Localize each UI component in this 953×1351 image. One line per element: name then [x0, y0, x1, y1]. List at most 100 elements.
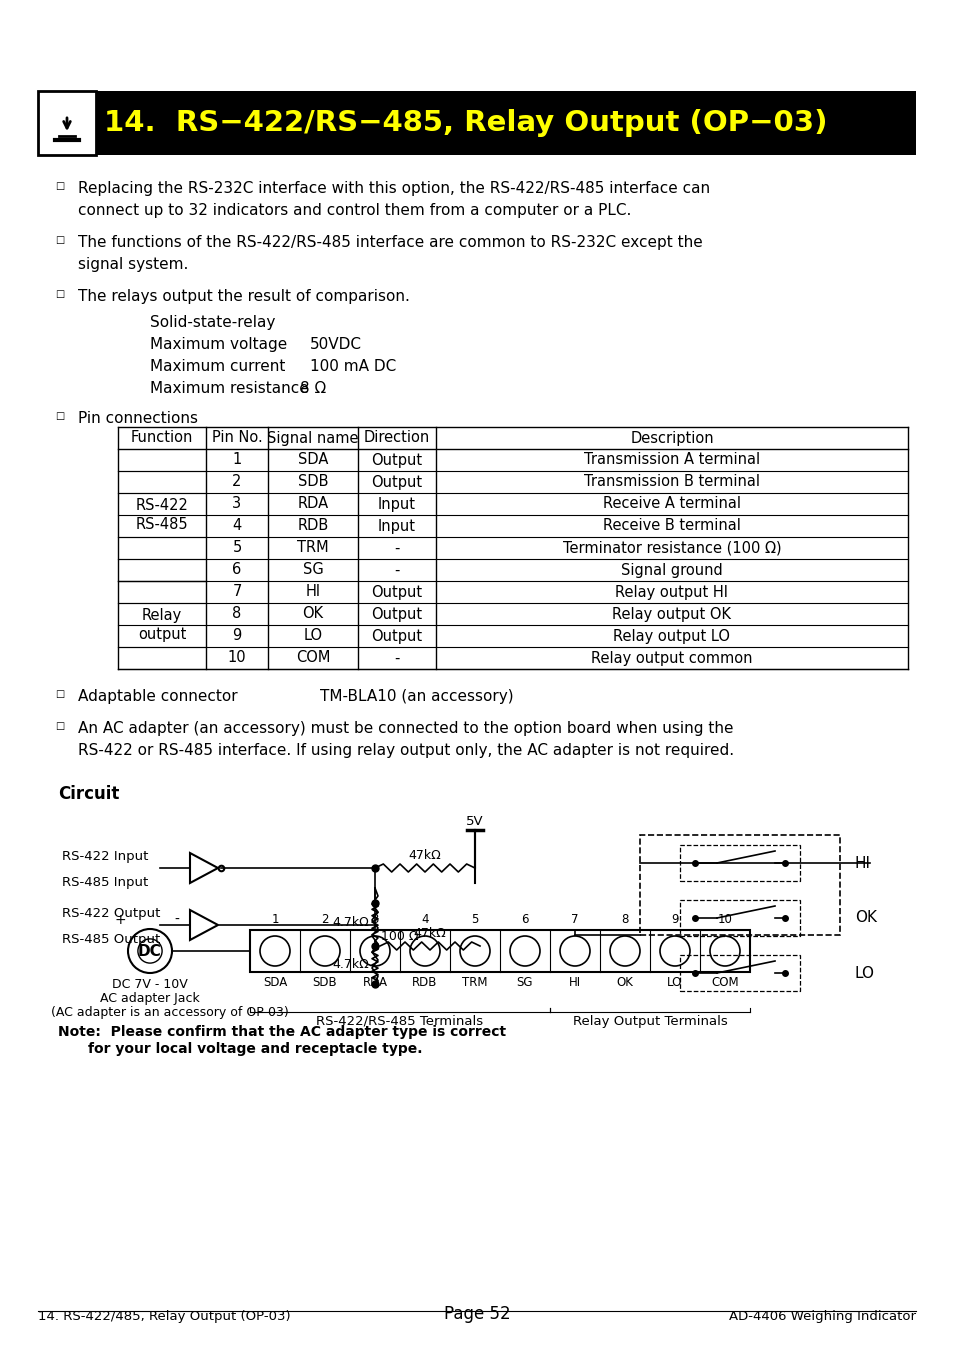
- Text: An AC adapter (an accessory) must be connected to the option board when using th: An AC adapter (an accessory) must be con…: [78, 721, 733, 736]
- Text: Relay output common: Relay output common: [591, 650, 752, 666]
- Text: 10: 10: [717, 913, 732, 925]
- Text: Description: Description: [630, 431, 713, 446]
- Text: OK: OK: [616, 975, 633, 989]
- Text: 50VDC: 50VDC: [310, 336, 361, 353]
- Text: □: □: [55, 235, 64, 245]
- Text: Signal ground: Signal ground: [620, 562, 722, 577]
- Text: SDA: SDA: [263, 975, 287, 989]
- Text: 3: 3: [371, 913, 378, 925]
- Text: 8: 8: [233, 607, 241, 621]
- Text: HI: HI: [305, 585, 320, 600]
- Text: Maximum resistance: Maximum resistance: [150, 381, 309, 396]
- Text: OK: OK: [302, 607, 323, 621]
- Text: Solid-state-relay: Solid-state-relay: [150, 315, 275, 330]
- Text: 4: 4: [421, 913, 428, 925]
- Text: 100 mA DC: 100 mA DC: [310, 359, 395, 374]
- Text: HI: HI: [568, 975, 580, 989]
- Text: □: □: [55, 181, 64, 190]
- Text: (AC adapter is an accessory of OP-03): (AC adapter is an accessory of OP-03): [51, 1006, 289, 1019]
- Text: COM: COM: [710, 975, 738, 989]
- Bar: [679, 844, 800, 881]
- Text: LO: LO: [666, 975, 682, 989]
- Text: Direction: Direction: [363, 431, 430, 446]
- Bar: [679, 900, 800, 936]
- Text: 4: 4: [233, 519, 241, 534]
- Text: RS-422/RS-485 Terminals: RS-422/RS-485 Terminals: [316, 1015, 483, 1028]
- Text: TRM: TRM: [297, 540, 329, 555]
- Text: 6: 6: [233, 562, 241, 577]
- Text: 8 Ω: 8 Ω: [299, 381, 326, 396]
- Text: 9: 9: [233, 628, 241, 643]
- Text: Relay Output Terminals: Relay Output Terminals: [572, 1015, 726, 1028]
- Text: Output: Output: [371, 453, 422, 467]
- Text: Relay output LO: Relay output LO: [613, 628, 730, 643]
- Text: □: □: [55, 289, 64, 299]
- Text: Input: Input: [377, 519, 416, 534]
- Text: The functions of the RS-422/RS-485 interface are common to RS-232C except the: The functions of the RS-422/RS-485 inter…: [78, 235, 702, 250]
- Text: RDB: RDB: [297, 519, 328, 534]
- Text: DC: DC: [138, 943, 162, 958]
- Text: SG: SG: [517, 975, 533, 989]
- Text: Maximum voltage: Maximum voltage: [150, 336, 287, 353]
- Text: Receive B terminal: Receive B terminal: [602, 519, 740, 534]
- Text: -: -: [394, 540, 399, 555]
- Text: 14.  RS−422/RS−485, Relay Output (OP−03): 14. RS−422/RS−485, Relay Output (OP−03): [104, 109, 826, 136]
- Text: Pin connections: Pin connections: [78, 411, 198, 426]
- Text: SDB: SDB: [313, 975, 337, 989]
- Text: RS-485 Output: RS-485 Output: [62, 934, 160, 946]
- Text: 47kΩ: 47kΩ: [414, 927, 446, 940]
- Text: AC adapter Jack: AC adapter Jack: [100, 992, 200, 1005]
- Text: connect up to 32 indicators and control them from a computer or a PLC.: connect up to 32 indicators and control …: [78, 203, 631, 218]
- Text: Terminator resistance (100 Ω): Terminator resistance (100 Ω): [562, 540, 781, 555]
- Text: □: □: [55, 411, 64, 422]
- Text: DC 7V - 10V: DC 7V - 10V: [112, 978, 188, 992]
- Text: Output: Output: [371, 628, 422, 643]
- Text: TRM: TRM: [462, 975, 487, 989]
- Text: COM: COM: [295, 650, 330, 666]
- Text: 3: 3: [233, 497, 241, 512]
- Text: Transmission A terminal: Transmission A terminal: [583, 453, 760, 467]
- Text: RS-422
RS-485: RS-422 RS-485: [135, 497, 189, 532]
- Text: □: □: [55, 689, 64, 698]
- Text: SG: SG: [302, 562, 323, 577]
- Text: +: +: [114, 913, 126, 927]
- Text: Transmission B terminal: Transmission B terminal: [583, 474, 760, 489]
- Text: 5: 5: [471, 913, 478, 925]
- Text: TM-BLA10 (an accessory): TM-BLA10 (an accessory): [319, 689, 513, 704]
- Text: 47kΩ: 47kΩ: [408, 848, 441, 862]
- Bar: [679, 955, 800, 992]
- Text: 2: 2: [321, 913, 329, 925]
- Text: -: -: [394, 562, 399, 577]
- Text: -: -: [173, 913, 178, 927]
- Text: Replacing the RS-232C interface with this option, the RS-422/RS-485 interface ca: Replacing the RS-232C interface with thi…: [78, 181, 709, 196]
- Text: Maximum current: Maximum current: [150, 359, 285, 374]
- Text: 4.7kΩ: 4.7kΩ: [332, 958, 369, 971]
- Text: RS-422 Input: RS-422 Input: [62, 850, 149, 863]
- Text: Relay output HI: Relay output HI: [615, 585, 728, 600]
- Text: 8: 8: [620, 913, 628, 925]
- Text: Receive A terminal: Receive A terminal: [602, 497, 740, 512]
- Text: RS-422 Output: RS-422 Output: [62, 907, 160, 920]
- Text: Page 52: Page 52: [443, 1305, 510, 1323]
- Text: RDA: RDA: [297, 497, 328, 512]
- Text: RS-485 Input: RS-485 Input: [62, 875, 148, 889]
- Text: HI: HI: [854, 855, 870, 870]
- Text: 2: 2: [233, 474, 241, 489]
- Text: 100 Ω: 100 Ω: [380, 929, 418, 943]
- Text: 7: 7: [571, 913, 578, 925]
- Text: Pin No.: Pin No.: [212, 431, 262, 446]
- Text: SDB: SDB: [297, 474, 328, 489]
- Text: signal system.: signal system.: [78, 257, 188, 272]
- Bar: [38, 91, 96, 155]
- Text: 1: 1: [233, 453, 241, 467]
- Text: Relay output OK: Relay output OK: [612, 607, 731, 621]
- Text: 4.7kΩ: 4.7kΩ: [332, 916, 369, 928]
- Bar: [639, 835, 840, 935]
- Text: RS-422 or RS-485 interface. If using relay output only, the AC adapter is not re: RS-422 or RS-485 interface. If using rel…: [78, 743, 734, 758]
- Text: Circuit: Circuit: [58, 785, 119, 802]
- Text: □: □: [55, 721, 64, 731]
- Text: RDB: RDB: [412, 975, 437, 989]
- Text: 5V: 5V: [466, 815, 483, 828]
- Text: Input: Input: [377, 497, 416, 512]
- Text: The relays output the result of comparison.: The relays output the result of comparis…: [78, 289, 410, 304]
